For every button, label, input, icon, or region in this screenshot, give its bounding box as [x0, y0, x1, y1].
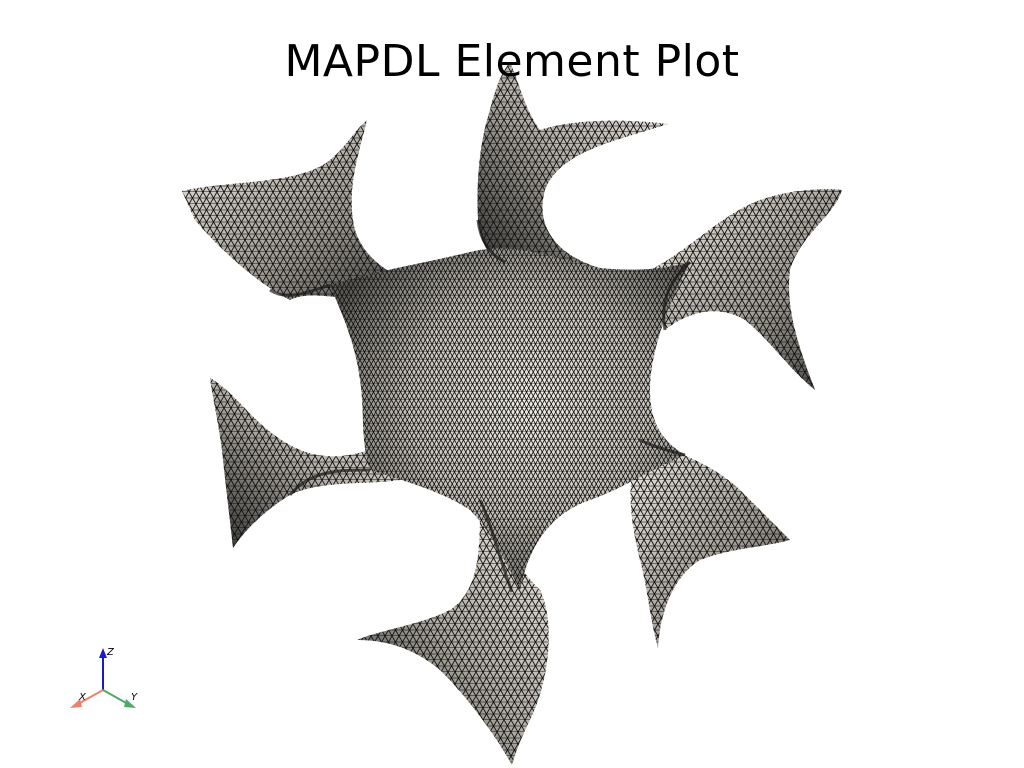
mesh-arm-bottom-right [630, 440, 790, 648]
mesh-arm-left [210, 378, 400, 548]
plot-title: MAPDL Element Plot [284, 36, 740, 87]
mesh-edge-shadows [269, 219, 692, 593]
mesh-arm-top [477, 62, 668, 280]
x-axis-line [77, 689, 104, 705]
mesh-arm-right [650, 189, 842, 390]
x-axis-label: X [78, 692, 87, 703]
mesh-central-body [330, 248, 690, 590]
z-axis-label: Z [106, 647, 115, 658]
z-axis-arrow [99, 648, 107, 658]
mesh-arm-bottom [357, 500, 549, 765]
axes-triad: Z X Y [70, 647, 138, 708]
mesh-arm-top-left [182, 120, 420, 300]
x-axis-arrow [70, 699, 82, 708]
y-axis-arrow [124, 699, 136, 708]
y-axis-label: Y [131, 692, 138, 703]
y-axis-line [102, 689, 129, 705]
